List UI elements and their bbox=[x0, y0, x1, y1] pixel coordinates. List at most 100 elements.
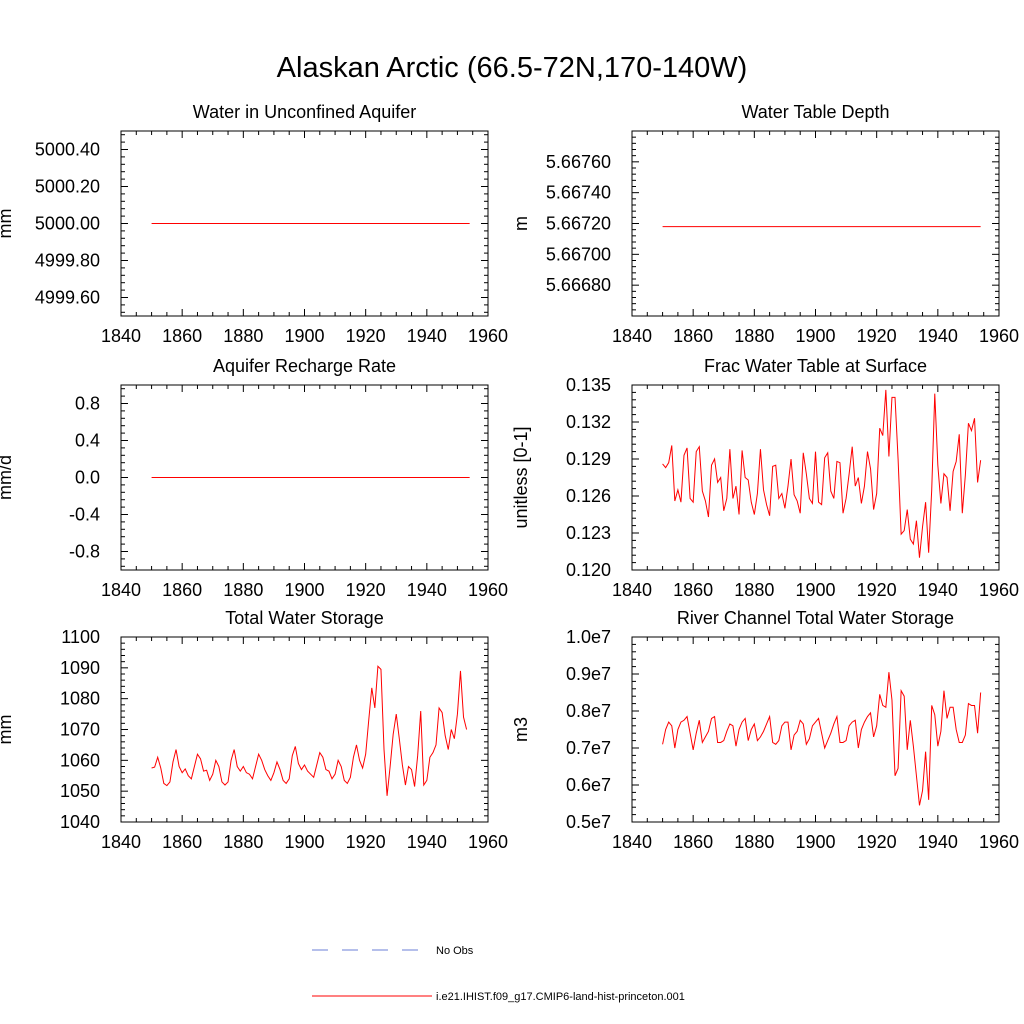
x-tick-label: 1840 bbox=[612, 580, 652, 600]
x-tick-label: 1860 bbox=[162, 832, 202, 852]
y-tick-label: -0.8 bbox=[69, 542, 100, 562]
x-tick-label: 1940 bbox=[407, 832, 447, 852]
x-tick-label: 1840 bbox=[101, 326, 141, 346]
x-tick-label: 1840 bbox=[612, 326, 652, 346]
x-tick-label: 1880 bbox=[734, 326, 774, 346]
x-tick-label: 1860 bbox=[162, 580, 202, 600]
chart-panel-5: 1840 1860 1880 1900 1920 1940 1960 1040 1050 1060… bbox=[0, 608, 508, 852]
y-tick-label: 1.0e7 bbox=[566, 627, 611, 647]
y-axis-label: m3 bbox=[511, 717, 531, 742]
x-tick-label: 1940 bbox=[918, 580, 958, 600]
y-tick-label: 0.6e7 bbox=[566, 775, 611, 795]
x-tick-label: 1940 bbox=[407, 326, 447, 346]
y-tick-label: 1050 bbox=[60, 781, 100, 801]
panel-title: Aquifer Recharge Rate bbox=[213, 356, 396, 376]
x-tick-label: 1920 bbox=[346, 832, 386, 852]
panel-title: Frac Water Table at Surface bbox=[704, 356, 927, 376]
series-line bbox=[662, 672, 982, 806]
x-tick-label: 1960 bbox=[979, 832, 1019, 852]
x-tick-label: 1880 bbox=[223, 580, 263, 600]
x-tick-label: 1880 bbox=[223, 326, 263, 346]
panel-title: Total Water Storage bbox=[225, 608, 383, 628]
y-tick-label: 5.66700 bbox=[546, 244, 611, 264]
y-tick-label: 0.123 bbox=[566, 523, 611, 543]
x-tick-label: 1940 bbox=[918, 832, 958, 852]
y-tick-label: 5.66760 bbox=[546, 152, 611, 172]
x-tick-label: 1960 bbox=[468, 326, 508, 346]
y-tick-label: 0.9e7 bbox=[566, 664, 611, 684]
x-tick-label: 1900 bbox=[284, 832, 324, 852]
y-tick-label: 1040 bbox=[60, 812, 100, 832]
y-axis-label: unitless [0-1] bbox=[511, 426, 531, 528]
y-tick-label: 0.8e7 bbox=[566, 701, 611, 721]
x-tick-label: 1900 bbox=[795, 580, 835, 600]
y-tick-label: 0.129 bbox=[566, 449, 611, 469]
y-axis-label: mm/d bbox=[0, 455, 15, 500]
x-tick-label: 1860 bbox=[162, 326, 202, 346]
y-tick-label: 0.132 bbox=[566, 412, 611, 432]
x-tick-label: 1920 bbox=[346, 326, 386, 346]
y-axis-label: mm bbox=[0, 209, 15, 239]
y-tick-label: 0.4 bbox=[75, 431, 100, 451]
y-tick-label: 0.7e7 bbox=[566, 738, 611, 758]
y-tick-label: 0.135 bbox=[566, 375, 611, 395]
y-tick-label: 5000.40 bbox=[35, 140, 100, 160]
x-tick-label: 1860 bbox=[673, 326, 713, 346]
y-tick-label: 0.126 bbox=[566, 486, 611, 506]
x-tick-label: 1900 bbox=[795, 832, 835, 852]
x-tick-label: 1960 bbox=[979, 326, 1019, 346]
x-tick-label: 1920 bbox=[857, 326, 897, 346]
panel-title: River Channel Total Water Storage bbox=[677, 608, 954, 628]
x-tick-label: 1860 bbox=[673, 832, 713, 852]
chart-panel-3: 1840 1860 1880 1900 1920 1940 1960 -0.8 -0.4 0.0 0… bbox=[0, 356, 508, 600]
y-tick-label: 1100 bbox=[61, 627, 100, 647]
x-tick-label: 1900 bbox=[284, 326, 324, 346]
y-tick-label: 5.66740 bbox=[546, 183, 611, 203]
y-tick-label: 0.5e7 bbox=[566, 812, 611, 832]
y-axis-label: m bbox=[511, 216, 531, 231]
y-tick-label: 0.120 bbox=[566, 560, 611, 580]
x-tick-label: 1900 bbox=[284, 580, 324, 600]
x-tick-label: 1860 bbox=[673, 580, 713, 600]
y-tick-label: 5.66720 bbox=[546, 214, 611, 234]
chart-panel-1: 1840 1860 1880 1900 1920 1940 1960 4999.60 4999.… bbox=[0, 102, 508, 346]
x-tick-label: 1960 bbox=[468, 832, 508, 852]
x-tick-label: 1840 bbox=[101, 580, 141, 600]
y-tick-label: 5.66680 bbox=[546, 275, 611, 295]
series-line bbox=[662, 389, 982, 558]
plot-frame bbox=[631, 636, 1000, 823]
x-tick-label: 1960 bbox=[468, 580, 508, 600]
chart-panel-4: 1840 1860 1880 1900 1920 1940 1960 0.120 0.123 0.… bbox=[511, 356, 1019, 600]
plot-frame bbox=[120, 636, 489, 823]
x-tick-label: 1940 bbox=[407, 580, 447, 600]
x-tick-label: 1920 bbox=[857, 832, 897, 852]
x-tick-label: 1940 bbox=[918, 326, 958, 346]
panel-title: Water in Unconfined Aquifer bbox=[193, 102, 416, 122]
y-tick-label: 1070 bbox=[60, 720, 100, 740]
y-tick-label: 5000.00 bbox=[35, 214, 100, 234]
x-tick-label: 1920 bbox=[857, 580, 897, 600]
x-tick-label: 1880 bbox=[734, 580, 774, 600]
y-tick-label: -0.4 bbox=[69, 505, 100, 525]
y-tick-label: 1090 bbox=[60, 658, 100, 678]
figure-title: Alaskan Arctic (66.5-72N,170-140W) bbox=[276, 52, 748, 84]
x-tick-label: 1880 bbox=[223, 832, 263, 852]
x-tick-label: 1840 bbox=[612, 832, 652, 852]
series-line bbox=[151, 665, 468, 796]
y-tick-label: 0.0 bbox=[75, 468, 100, 488]
y-tick-label: 1080 bbox=[60, 689, 100, 709]
y-tick-label: 4999.60 bbox=[35, 288, 100, 308]
y-tick-label: 5000.20 bbox=[35, 177, 100, 197]
chart-panel-2: 1840 1860 1880 1900 1920 1940 1960 5.66680 5.667… bbox=[511, 102, 1019, 346]
y-tick-label: 0.8 bbox=[75, 394, 100, 414]
y-tick-label: 1060 bbox=[60, 750, 100, 770]
x-tick-label: 1900 bbox=[795, 326, 835, 346]
x-tick-label: 1960 bbox=[979, 580, 1019, 600]
y-tick-label: 4999.80 bbox=[35, 251, 100, 271]
x-tick-label: 1920 bbox=[346, 580, 386, 600]
panel-title: Water Table Depth bbox=[741, 102, 889, 122]
x-tick-label: 1880 bbox=[734, 832, 774, 852]
chart-panel-6: 1840 1860 1880 1900 1920 1940 1960 0.5e7 0.6e7 0.… bbox=[511, 608, 1019, 852]
y-axis-label: mm bbox=[0, 715, 15, 745]
